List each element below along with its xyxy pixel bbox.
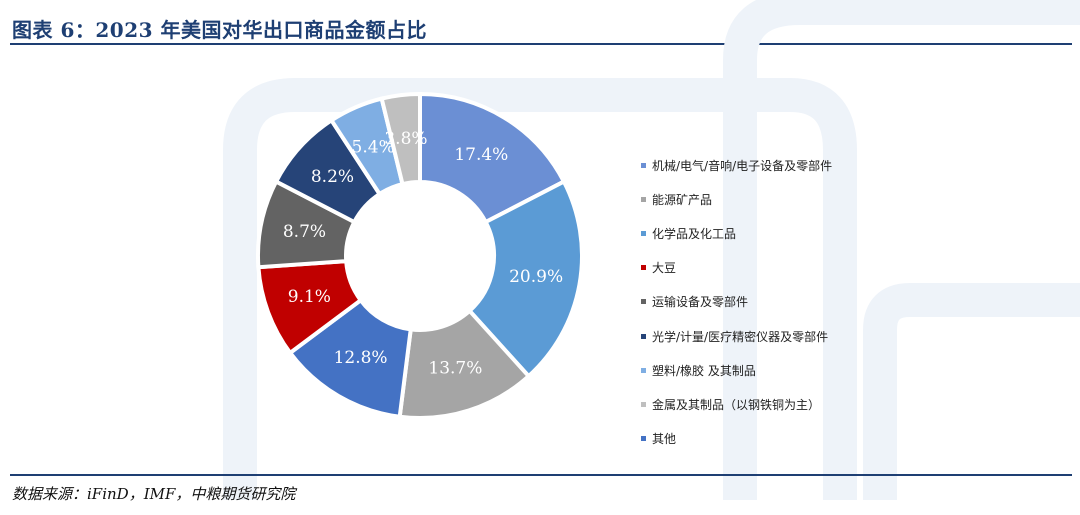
donut-labels: 17.4% 20.9% 13.7% 12.8% 9.1% 8.7% 8.2% 5.4%3.8%: [283, 129, 563, 379]
data-label: 8.7%: [283, 222, 326, 242]
watermark-stroke: [723, 0, 1080, 500]
legend-swatch: [641, 162, 646, 168]
legend-label: 运输设备及零部件: [652, 295, 749, 310]
data-label: 9.1%: [288, 287, 331, 307]
legend-label: 大豆: [652, 261, 677, 276]
data-label: 8.2%: [311, 167, 354, 187]
chart-legend: 机械/电气/音响/电子设备及零部件 能源矿产品化学品及化工品 大豆运输设备及零部件光…: [641, 148, 832, 456]
donut-slice: [418, 91, 567, 225]
legend-item: 光学/计量/医疗精密仪器及零部件: [641, 319, 832, 353]
legend-label: 其他: [652, 432, 677, 447]
watermark-stroke: [223, 78, 857, 500]
legend-item: 运输设备及零部件: [641, 285, 832, 319]
legend-item: 其他: [641, 422, 832, 456]
legend-label: 能源矿产品: [652, 192, 713, 207]
legend-label: 光学/计量/医疗精密仪器及零部件: [652, 329, 829, 344]
legend-swatch: [641, 367, 646, 373]
data-label: 20.9%: [509, 267, 563, 287]
legend-swatch: [641, 299, 646, 305]
title-divider: [10, 43, 1072, 45]
donut-slice: [379, 91, 422, 187]
legend-label: 塑料/橡胶 及其制品: [652, 363, 756, 378]
donut-slice: [466, 178, 584, 379]
legend-item: 能源矿产品: [641, 182, 832, 216]
legend-label: 化学品及化工品: [652, 226, 737, 241]
watermark-stroke: [863, 283, 1080, 500]
legend-item: 塑料/橡胶 及其制品: [641, 353, 832, 387]
data-label: 3.8%: [384, 129, 427, 149]
legend-item: 化学品及化工品: [641, 216, 832, 250]
legend-swatch: [641, 265, 646, 271]
legend-item: 金属及其制品（以钢铁铜为主）: [641, 387, 832, 421]
legend-label: 机械/电气/音响/电子设备及零部件: [652, 158, 833, 173]
legend-item: 机械/电气/音响/电子设备及零部件: [641, 148, 832, 182]
legend-swatch: [641, 230, 646, 236]
legend-swatch: [641, 196, 646, 202]
source-note: 数据来源：iFinD，IMF，中粮期货研究院: [12, 485, 296, 503]
chart-title: 图表 6：2023 年美国对华出口商品金额占比: [12, 18, 428, 42]
donut-slice: [397, 308, 532, 420]
source-divider: [10, 474, 1072, 476]
legend-item: 大豆: [641, 251, 832, 285]
legend-label: 金属及其制品（以钢铁铜为主）: [652, 397, 821, 412]
legend-swatch: [641, 401, 646, 407]
data-label: 13.7%: [428, 359, 482, 379]
data-label: 17.4%: [454, 145, 508, 165]
legend-swatch: [641, 436, 646, 442]
legend-swatch: [641, 333, 646, 339]
watermark-logo: [223, 0, 1080, 500]
data-label: 5.4%: [352, 138, 395, 158]
donut-slices: [256, 91, 584, 420]
data-label: 12.8%: [334, 348, 388, 368]
